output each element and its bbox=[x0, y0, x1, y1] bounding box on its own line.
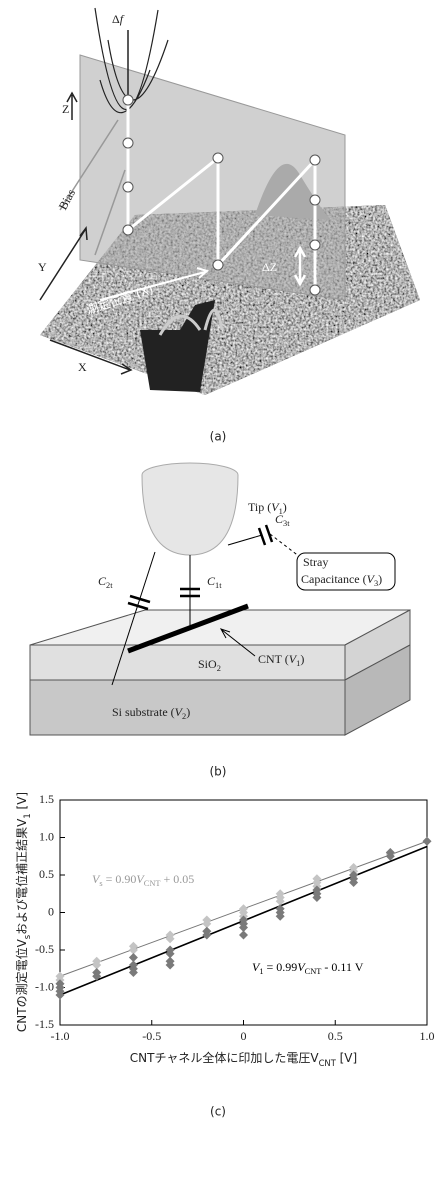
text-segment: CNT bbox=[305, 967, 322, 976]
caption: (c) bbox=[210, 1105, 226, 1119]
page: {"panel_a": {"delta_f": [{"text": "Δ"}, … bbox=[0, 0, 435, 1180]
capacitance-diagram bbox=[30, 463, 410, 735]
text-segment: CNT bbox=[319, 1058, 337, 1068]
text-segment: CNTの測定電位V bbox=[14, 938, 29, 1032]
z-label: Z bbox=[62, 102, 69, 116]
text-segment: 1t bbox=[215, 581, 222, 590]
text-segment: [V] bbox=[336, 1051, 357, 1065]
text-segment: ) bbox=[283, 500, 287, 514]
text-segment: + 0.05 bbox=[160, 872, 194, 886]
text-segment: Tip ( bbox=[248, 500, 271, 514]
c3t-wire bbox=[228, 535, 262, 545]
text-segment: = 0.99 bbox=[264, 960, 298, 974]
c2t-label: C2t bbox=[98, 574, 113, 591]
y-axis-label: CNTの測定電位Vsおよび電位補正結果V1 [V] bbox=[14, 792, 32, 1032]
bias-label: Bias bbox=[56, 186, 79, 212]
y-tick-label: 1.0 bbox=[39, 829, 54, 843]
text-segment: SiO bbox=[198, 657, 217, 671]
text-segment: Si substrate ( bbox=[112, 705, 175, 719]
text-segment: および電位補正結果V bbox=[14, 818, 29, 935]
x-tick-label: 1.0 bbox=[420, 1029, 435, 1043]
equation: Vs = 0.90VCNT + 0.05 bbox=[92, 872, 194, 889]
text-segment: CNTチャネル全体に印加した電圧V bbox=[130, 1050, 320, 1065]
x-label: X bbox=[78, 360, 87, 374]
text-segment: ) bbox=[378, 572, 382, 586]
data-point bbox=[423, 837, 432, 846]
text-segment: ) bbox=[300, 652, 304, 666]
x-tick-label: -1.0 bbox=[51, 1029, 70, 1043]
caption: (b) bbox=[210, 765, 227, 779]
stray-label: Stray bbox=[303, 555, 328, 569]
text-segment: 2 bbox=[217, 664, 221, 673]
x-axis-label: CNTチャネル全体に印加した電圧VCNT [V] bbox=[130, 1050, 357, 1068]
text-segment: 2t bbox=[106, 581, 113, 590]
c3t-plates bbox=[259, 525, 272, 545]
text-segment: CNT ( bbox=[258, 652, 289, 666]
text-segment: 3t bbox=[283, 519, 290, 528]
x-tick-label: -0.5 bbox=[142, 1029, 161, 1043]
text-segment: ) bbox=[186, 705, 190, 719]
figure: ΔfZBiasY測定位置 (X)ΔZX(a)Tip (V1)C3tStrayCa… bbox=[0, 0, 435, 1180]
text-segment: Capacitance ( bbox=[301, 572, 367, 586]
measurement-plane bbox=[80, 55, 345, 300]
text-segment: f bbox=[120, 12, 125, 26]
x-tick-label: 0.5 bbox=[328, 1029, 343, 1043]
c3t-label: C3t bbox=[275, 512, 290, 529]
y-label: Y bbox=[38, 260, 47, 274]
afm-illustration bbox=[40, 8, 420, 395]
y-tick-label: -0.5 bbox=[35, 942, 54, 956]
y-tick-label: 0.5 bbox=[39, 867, 54, 881]
text-segment: [V] bbox=[15, 792, 29, 813]
delta-z-label: ΔZ bbox=[262, 260, 277, 274]
text-segment: - 0.11 V bbox=[321, 960, 363, 974]
y-tick-label: 0 bbox=[48, 904, 54, 918]
c1t-label: C1t bbox=[207, 574, 222, 591]
data-point bbox=[239, 931, 248, 940]
y-tick-label: 1.5 bbox=[39, 792, 54, 806]
text-segment: CNT bbox=[144, 879, 161, 888]
y-tick-label: -1.0 bbox=[35, 979, 54, 993]
tip bbox=[142, 463, 238, 555]
stray-link bbox=[270, 534, 300, 557]
equation: V1 = 0.99VCNT - 0.11 V bbox=[252, 960, 364, 977]
x-tick-label: 0 bbox=[241, 1029, 247, 1043]
caption: (a) bbox=[210, 430, 227, 444]
text-segment: = 0.90 bbox=[103, 872, 137, 886]
delta-f-label: Δf bbox=[112, 12, 125, 26]
